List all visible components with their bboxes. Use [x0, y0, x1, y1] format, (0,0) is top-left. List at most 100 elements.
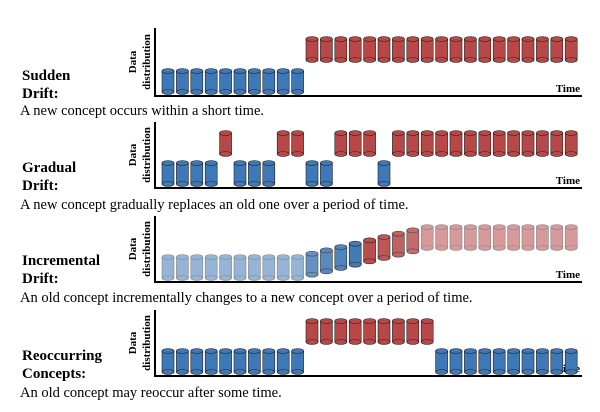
cylinder-body: [204, 350, 218, 373]
cylinder: [305, 250, 319, 278]
cylinder-bottom: [507, 57, 520, 63]
cylinder: [161, 68, 175, 95]
cylinder-bottom: [262, 89, 276, 95]
cylinder-body: [248, 350, 261, 373]
cylinder-body: [204, 70, 218, 93]
cylinder-top: [348, 240, 362, 247]
cylinder-body: [478, 132, 492, 155]
panel-description: A new concept gradually replaces an old …: [20, 197, 409, 213]
cylinder-bottom: [233, 181, 247, 187]
cylinder: [550, 348, 564, 375]
cylinder: [248, 348, 261, 375]
cylinder-body: [248, 162, 261, 185]
cylinder-top: [363, 36, 376, 42]
cylinder-top: [219, 348, 232, 354]
cylinder: [363, 318, 376, 345]
cylinder: [219, 254, 232, 281]
cylinder-bottom: [334, 151, 348, 157]
y-axis-label: distribution: [141, 127, 153, 183]
cylinder-body: [291, 256, 304, 279]
cylinder-top: [176, 348, 189, 354]
cylinder-top: [320, 247, 333, 254]
cylinder-body: [377, 38, 391, 61]
cylinder: [161, 254, 175, 281]
cylinder-bottom: [320, 268, 333, 275]
cylinder-top: [392, 130, 405, 136]
cylinder-body: [276, 132, 290, 155]
cylinder-body: [521, 350, 535, 373]
cylinder-top: [305, 160, 319, 166]
axes: [154, 310, 582, 377]
cylinder-body: [348, 243, 362, 265]
y-axis-label: Data: [127, 331, 139, 354]
cylinder-bottom: [363, 258, 376, 265]
cylinder-body: [521, 132, 535, 155]
cylinder: [262, 348, 276, 375]
cylinder-bottom: [176, 275, 189, 281]
cylinder: [176, 160, 189, 187]
cylinder: [392, 130, 405, 157]
cylinder-body: [464, 38, 477, 61]
cylinder-bottom: [276, 369, 290, 375]
cylinder-bottom: [305, 339, 319, 345]
cylinder-top: [435, 348, 448, 354]
cylinder-body: [348, 38, 362, 61]
cylinder-bottom: [550, 151, 564, 157]
cylinder-bottom: [564, 151, 578, 157]
cylinder: [478, 36, 492, 63]
cylinder-body: [507, 38, 520, 61]
cylinder: [348, 36, 362, 63]
cylinder: [377, 160, 391, 187]
cylinder-top: [348, 318, 362, 324]
cylinder-body: [276, 350, 290, 373]
cylinder-top: [435, 224, 448, 230]
cylinder-body: [305, 38, 319, 61]
cylinder-body: [190, 162, 204, 185]
cylinder: [176, 348, 189, 375]
cylinder-bottom: [464, 57, 477, 63]
cylinder-body: [233, 70, 247, 93]
cylinder-top: [507, 224, 520, 230]
cylinder: [363, 130, 376, 157]
x-axis-label: Time: [556, 269, 580, 281]
cylinder: [305, 160, 319, 187]
cylinder-top: [492, 36, 506, 42]
cylinder-body: [276, 70, 290, 93]
cylinder: [449, 224, 463, 251]
cylinder: [550, 130, 564, 157]
cylinder-top: [406, 36, 420, 42]
cylinder-body: [348, 320, 362, 343]
cylinder: [392, 230, 405, 258]
cylinder: [478, 130, 492, 157]
cylinder-body: [406, 38, 420, 61]
cylinder-body: [248, 70, 261, 93]
cylinder: [291, 68, 304, 95]
cylinder-bottom: [478, 369, 492, 375]
cylinder-top: [334, 130, 348, 136]
cylinder: [564, 348, 578, 375]
cylinder: [276, 254, 290, 281]
cylinder-top: [449, 130, 463, 136]
cylinder: [262, 68, 276, 95]
cylinder-bottom: [492, 245, 506, 251]
cylinder: [492, 348, 506, 375]
cylinder-top: [478, 224, 492, 230]
cylinder-bottom: [449, 57, 463, 63]
cylinder-bottom: [507, 151, 520, 157]
cylinder-bottom: [348, 339, 362, 345]
cylinder-top: [420, 318, 434, 324]
cylinder-top: [492, 130, 506, 136]
cylinder-body: [492, 38, 506, 61]
axes: [154, 28, 582, 97]
cylinder-bottom: [392, 57, 405, 63]
cylinder-bottom: [291, 275, 304, 281]
cylinder: [161, 160, 175, 187]
cylinder-top: [550, 224, 564, 230]
cylinder: [564, 36, 578, 63]
cylinder: [262, 160, 276, 187]
cylinder-top: [449, 348, 463, 354]
cylinder-bottom: [276, 275, 290, 281]
cylinder-bottom: [320, 181, 333, 187]
cylinder-bottom: [492, 369, 506, 375]
cylinder: [536, 130, 549, 157]
